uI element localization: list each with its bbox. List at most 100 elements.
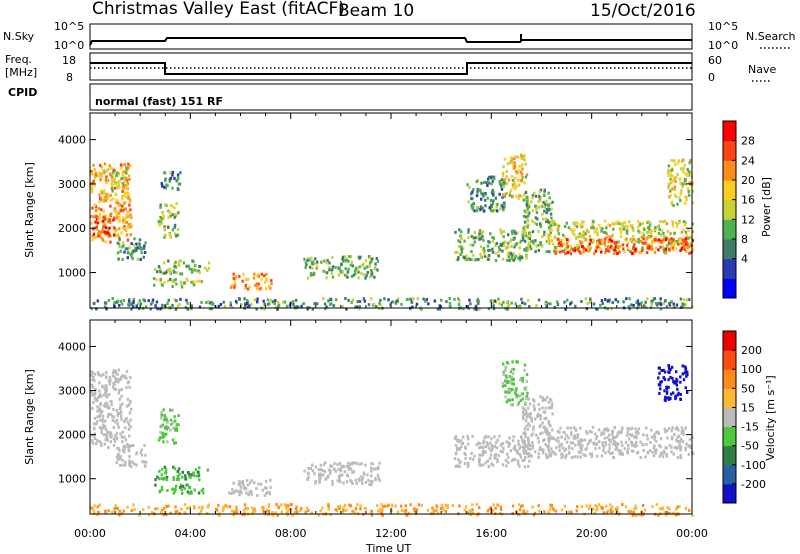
scatter-cell [604, 240, 607, 244]
scatter-cell [658, 507, 661, 511]
scatter-cell [635, 436, 638, 440]
colorbar-swatch [723, 331, 736, 351]
scatter-cell [371, 257, 374, 261]
scatter-cell [538, 194, 541, 198]
scatter-cell [114, 504, 117, 508]
scatter-cell [487, 175, 491, 179]
scatter-cell [579, 438, 583, 442]
scatter-cell [670, 168, 674, 172]
scatter-cell [680, 302, 683, 305]
scatter-cell [673, 193, 676, 197]
scatter-cell [570, 247, 573, 251]
scatter-cell [631, 443, 634, 447]
scatter-cell [383, 297, 386, 301]
scatter-cell [143, 251, 147, 254]
scatter-cell [589, 297, 592, 301]
scatter-cell [366, 271, 369, 274]
scatter-cell [128, 200, 131, 204]
scatter-cell [356, 268, 359, 272]
scatter-cell [482, 247, 486, 250]
scatter-cell [460, 245, 463, 249]
scatter-cell [513, 164, 517, 168]
scatter-cell [611, 246, 614, 250]
scatter-cell [507, 390, 510, 394]
scatter-cell [602, 449, 605, 452]
scatter-cell [235, 489, 238, 493]
scatter-cell [526, 406, 530, 410]
scatter-cell [340, 465, 343, 469]
scatter-cell [94, 171, 98, 175]
scatter-cell [620, 440, 623, 444]
scatter-cell [680, 241, 683, 245]
scatter-cell [522, 155, 526, 158]
scatter-cell [512, 238, 515, 241]
scatter-cell [307, 509, 310, 512]
scatter-cell [285, 504, 288, 508]
scatter-cell [116, 299, 120, 303]
scatter-cell [677, 242, 680, 246]
scatter-cell [336, 463, 339, 467]
scatter-cell [98, 193, 101, 197]
scatter-cell [566, 245, 569, 249]
scatter-cell [337, 467, 340, 471]
scatter-cell [154, 304, 157, 308]
scatter-cell [669, 375, 672, 379]
scatter-cell [257, 482, 260, 486]
scatter-cell [331, 265, 335, 269]
scatter-cell [188, 472, 191, 476]
scatter-cell [266, 298, 270, 302]
scatter-cell [591, 507, 595, 511]
scatter-cell [530, 247, 533, 251]
scatter-cell [667, 186, 670, 190]
scatter-cell [589, 246, 592, 250]
scatter-cell [654, 450, 657, 453]
velocity-ylabel: Slant Range [km] [23, 369, 36, 465]
scatter-cell [510, 378, 513, 382]
scatter-cell [104, 199, 108, 203]
scatter-cell [631, 449, 635, 453]
scatter-cell [256, 300, 259, 304]
scatter-cell [667, 385, 670, 389]
scatter-cell [171, 173, 174, 177]
scatter-cell [601, 227, 604, 231]
scatter-cell [684, 448, 687, 452]
scatter-cell [180, 507, 183, 511]
scatter-cell [187, 264, 190, 268]
nsearch-label: N.Search [746, 30, 796, 43]
scatter-cell [682, 302, 685, 306]
scatter-cell [651, 299, 654, 303]
scatter-cell [522, 511, 525, 515]
scatter-cell [477, 258, 480, 261]
scatter-cell [105, 371, 108, 375]
scatter-cell [326, 259, 329, 262]
scatter-cell [523, 302, 527, 306]
scatter-cell [370, 260, 373, 264]
scatter-cell [457, 239, 460, 243]
scatter-cell [173, 176, 176, 180]
scatter-cell [504, 365, 507, 369]
scatter-cell [657, 231, 661, 235]
scatter-cell [491, 235, 494, 239]
scatter-cell [467, 200, 470, 204]
scatter-cell [224, 504, 227, 508]
scatter-cell [207, 261, 211, 265]
scatter-cell [687, 190, 690, 194]
scatter-cell [673, 242, 677, 246]
scatter-cell [239, 489, 242, 493]
scatter-cell [682, 298, 686, 302]
scatter-cell [459, 253, 462, 256]
scatter-cell [577, 439, 580, 443]
scatter-cell [621, 222, 625, 226]
scatter-cell [304, 261, 308, 265]
scatter-cell [685, 234, 688, 238]
scatter-cell [528, 444, 532, 447]
scatter-cell [131, 257, 134, 261]
scatter-cell [457, 303, 461, 306]
scatter-cell [276, 307, 279, 311]
scatter-cell [205, 301, 208, 304]
scatter-cell [558, 250, 562, 254]
scatter-cell [574, 223, 577, 227]
scatter-cell [537, 456, 540, 459]
scatter-cell [506, 300, 509, 304]
scatter-cell [554, 245, 557, 249]
